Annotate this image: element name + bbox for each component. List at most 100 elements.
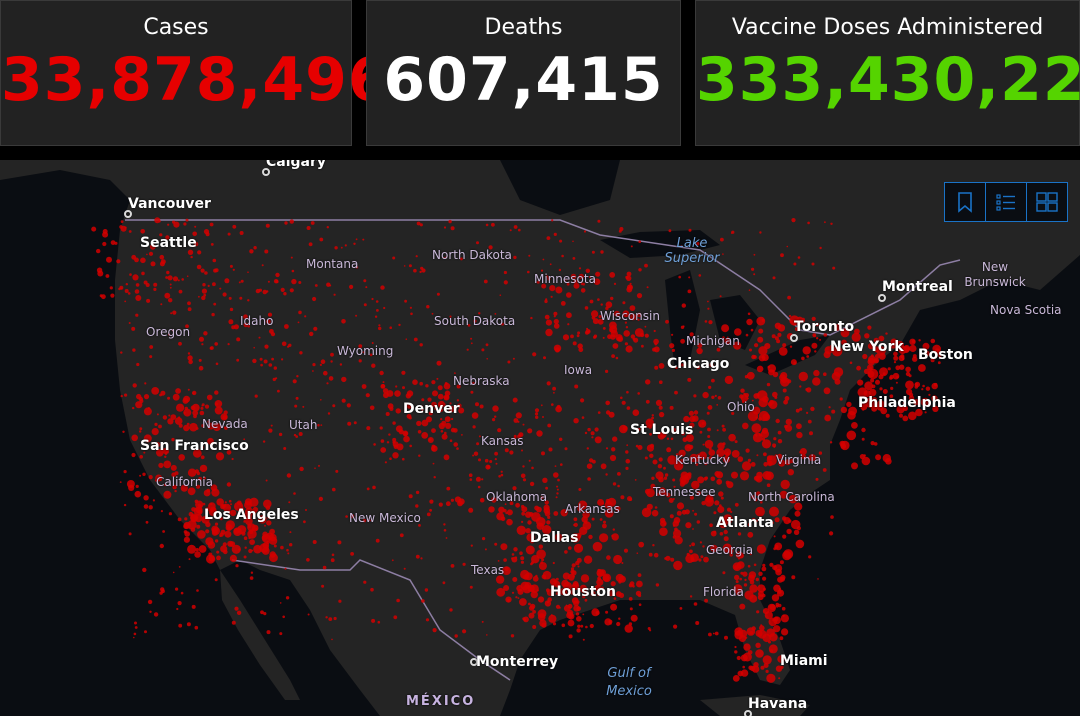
city-marker [878, 294, 886, 302]
case-dot [867, 325, 872, 330]
case-dot [171, 329, 174, 332]
case-dot [762, 563, 766, 567]
case-dot [482, 537, 486, 541]
case-dot [178, 289, 183, 294]
case-dot [851, 332, 861, 342]
case-dot [328, 617, 333, 621]
case-dot [516, 525, 526, 535]
case-dot [196, 264, 202, 270]
case-dot [214, 342, 218, 346]
case-dot [720, 237, 724, 242]
case-dot [914, 381, 921, 388]
case-dot [293, 433, 297, 437]
case-dot [201, 424, 205, 428]
case-dot [530, 590, 538, 599]
case-dot [708, 385, 712, 389]
case-dot [762, 593, 766, 598]
case-dot [922, 384, 925, 388]
case-dot [779, 490, 788, 499]
case-dot [96, 248, 101, 254]
case-dot [748, 665, 753, 671]
case-dot [313, 326, 318, 331]
case-dot [145, 283, 150, 287]
case-dot [773, 616, 781, 625]
case-dot [905, 388, 913, 396]
case-dot [193, 241, 199, 247]
case-dot [227, 526, 231, 531]
case-dot [544, 314, 550, 320]
case-dot [454, 634, 458, 638]
case-dot [520, 560, 525, 564]
case-dot [529, 539, 535, 544]
case-dot [387, 403, 394, 410]
case-dot [673, 529, 682, 538]
case-dot [653, 338, 659, 345]
case-dot [851, 422, 858, 429]
case-dot [379, 426, 383, 430]
deaths-value: 607,415 [383, 45, 664, 115]
case-dot [515, 502, 520, 508]
legend-button[interactable] [986, 183, 1027, 221]
case-dot [502, 566, 511, 575]
case-dot [512, 486, 517, 491]
case-dot [207, 284, 210, 287]
case-dot [807, 221, 810, 225]
case-dot [285, 596, 290, 600]
case-dot [278, 432, 283, 437]
case-dot [867, 397, 872, 401]
case-dot [561, 254, 564, 258]
case-dot [449, 439, 453, 443]
case-dot [296, 375, 299, 378]
basemap-gallery-button[interactable] [1027, 183, 1067, 221]
case-dot [280, 287, 285, 292]
case-dot [469, 585, 473, 589]
case-dot [134, 626, 138, 629]
case-dot [266, 520, 272, 526]
state-label: Michigan [686, 334, 740, 348]
case-dot [314, 467, 316, 470]
case-dot [373, 443, 376, 446]
case-dot [306, 226, 311, 230]
case-dot [834, 324, 841, 331]
case-dot [478, 435, 481, 438]
case-dot [264, 249, 269, 254]
case-dot [331, 638, 333, 641]
case-dot [581, 416, 585, 419]
case-dot [553, 232, 557, 236]
case-dot [668, 229, 672, 233]
case-dot [775, 604, 779, 608]
case-dot [513, 418, 519, 423]
case-dot [659, 380, 663, 384]
case-dot [443, 529, 447, 532]
case-dot [119, 285, 124, 290]
case-dot [244, 517, 253, 526]
case-dot [616, 621, 621, 627]
case-dot [416, 420, 422, 427]
case-dot [429, 508, 432, 512]
bookmarks-button[interactable] [945, 183, 986, 221]
case-dot [669, 343, 675, 349]
case-dot [769, 562, 774, 567]
case-dot [125, 283, 128, 286]
case-dot [547, 423, 552, 428]
case-dot [568, 546, 572, 550]
case-dot [607, 589, 615, 597]
case-dot [544, 500, 549, 505]
case-dot [597, 298, 600, 301]
case-dot [158, 220, 161, 223]
case-dot [602, 523, 607, 529]
city-label-havana: Havana [748, 696, 808, 712]
case-dot [183, 536, 190, 543]
case-dot [521, 506, 528, 513]
map-view[interactable]: Montana North Dakota Minnesota Wisconsin… [0, 160, 1080, 716]
case-dot [760, 624, 763, 627]
case-dot [760, 500, 763, 504]
case-dot [673, 485, 676, 488]
case-dot [767, 460, 773, 467]
case-dot [772, 565, 778, 571]
case-dot [649, 443, 655, 448]
case-dot [749, 584, 758, 593]
case-dot [790, 359, 797, 366]
case-dot [144, 382, 147, 385]
case-dot [215, 452, 225, 461]
